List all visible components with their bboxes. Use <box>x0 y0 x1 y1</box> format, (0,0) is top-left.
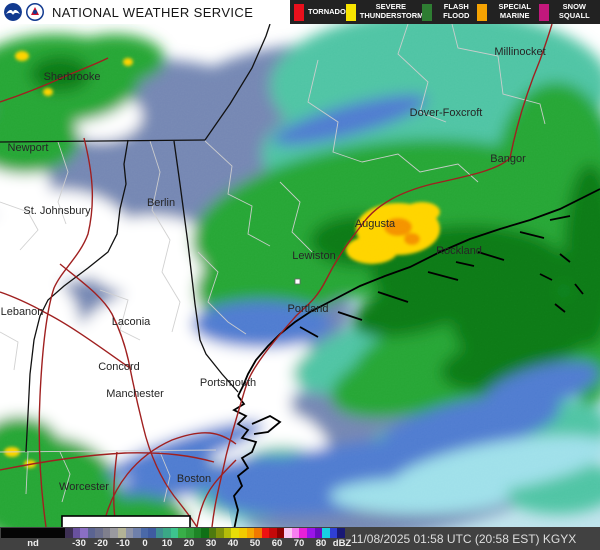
reflectivity-scale-labels: nd -30 -20 -10 0 10 20 30 40 50 60 70 80 dBZ <box>1 538 351 550</box>
colorbar-segment <box>246 528 255 538</box>
alert-label: FLASH FLOOD <box>443 2 470 20</box>
radar-speckle-texture <box>0 24 600 527</box>
colorbar-segment <box>299 528 307 538</box>
colorbar-segment <box>65 528 73 538</box>
colorbar-segment <box>307 528 315 538</box>
header-branding: NATIONAL WEATHER SERVICE <box>0 0 290 24</box>
alert-label: SPECIAL MARINE <box>498 2 531 20</box>
scale-tick-label: 10 <box>161 538 173 549</box>
colorbar-segment <box>269 528 277 538</box>
scale-tick-label: dBZ <box>332 538 352 549</box>
alert-swatch <box>294 3 304 21</box>
colorbar-segment <box>95 528 103 538</box>
colorbar-segment <box>238 528 247 538</box>
colorbar-segment <box>291 528 300 538</box>
alert-legend: TORNADO SEVERE THUNDERSTORM FLASH FLOOD SPE… <box>290 0 600 24</box>
alert-legend-item[interactable]: SEVERE THUNDERSTORM <box>345 2 424 21</box>
colorbar-segment <box>322 528 330 538</box>
reflectivity-colorbar <box>1 528 345 538</box>
scale-tick-label: nd <box>27 538 39 549</box>
alert-label: TORNADO <box>308 6 346 16</box>
colorbar-segment <box>193 528 202 538</box>
nws-header: NATIONAL WEATHER SERVICE TORNADO SEVERE T… <box>0 0 600 24</box>
alert-swatch <box>345 3 356 21</box>
scale-tick-label: 20 <box>183 538 195 549</box>
reflectivity-scale-bar: nd -30 -20 -10 0 10 20 30 40 50 60 70 80 dBZ 11/08/20… <box>0 527 600 550</box>
scale-tick-label: 0 <box>142 538 148 549</box>
alert-legend-item[interactable]: SPECIAL MARINE <box>476 2 539 21</box>
colorbar-segment <box>155 528 164 538</box>
colorbar-segment <box>170 528 179 538</box>
radar-site-marker[interactable] <box>294 278 301 285</box>
colorbar-segment <box>261 528 270 538</box>
scale-tick-label: -20 <box>94 538 108 549</box>
alert-label: SNOW SQUALL <box>558 2 590 20</box>
product-timestamp: 11/08/2025 01:58 UTC (20:58 EST) KGYX <box>351 531 577 546</box>
colorbar-segment <box>140 528 149 538</box>
scale-tick-label: 40 <box>227 538 239 549</box>
colorbar-segment <box>231 528 239 538</box>
highways <box>0 24 553 527</box>
colorbar-segment <box>276 528 285 538</box>
scale-tick-label: 80 <box>315 538 327 549</box>
coastline <box>232 188 600 527</box>
colorbar-nd-segment <box>1 528 65 538</box>
colorbar-segment <box>186 528 194 538</box>
colorbar-segment <box>125 528 134 538</box>
radar-reflectivity-layer <box>0 24 600 527</box>
colorbar-segment <box>329 528 338 538</box>
alert-legend-item[interactable]: TORNADO <box>294 3 346 21</box>
scale-tick-label: 50 <box>249 538 261 549</box>
alert-swatch <box>421 3 432 21</box>
colorbar-segment <box>133 528 141 538</box>
county-borders <box>0 24 546 503</box>
colorbar-segment <box>337 528 345 538</box>
colorbar-segment <box>102 528 111 538</box>
colorbar-segment <box>87 528 96 538</box>
noaa-logo[interactable] <box>4 3 22 21</box>
colorbar-segment <box>201 528 209 538</box>
agency-title: NATIONAL WEATHER SERVICE <box>52 4 254 20</box>
alert-legend-item[interactable]: FLASH FLOOD <box>421 2 477 21</box>
colorbar-segment <box>223 528 232 538</box>
alert-label: SEVERE THUNDERSTORM <box>359 2 424 20</box>
colorbar-segment <box>163 528 171 538</box>
colorbar-segment <box>284 528 292 538</box>
scale-tick-label: -10 <box>116 538 130 549</box>
radar-map[interactable]: Sherbrooke Millinocket Newport Dover-Foxcro… <box>0 24 600 527</box>
nws-logo[interactable] <box>26 3 44 21</box>
colorbar-segment <box>117 528 126 538</box>
colorbar-segment <box>208 528 217 538</box>
scale-tick-label: 70 <box>293 538 305 549</box>
colorbar-segment <box>178 528 186 538</box>
alert-swatch <box>476 3 487 21</box>
colorbar-segment <box>80 528 88 538</box>
alert-legend-item[interactable]: SNOW SQUALL <box>538 2 596 21</box>
scale-tick-label: -30 <box>72 538 86 549</box>
colorbar-segment <box>110 528 118 538</box>
colorbar-segment <box>314 528 323 538</box>
scale-tick-label: 60 <box>271 538 283 549</box>
map-overlay-box <box>61 515 191 527</box>
alert-swatch <box>538 3 549 21</box>
colorbar-segment <box>254 528 262 538</box>
scale-tick-label: 30 <box>205 538 217 549</box>
colorbar-segment <box>216 528 224 538</box>
colorbar-segment <box>72 528 81 538</box>
colorbar-segment <box>148 528 156 538</box>
